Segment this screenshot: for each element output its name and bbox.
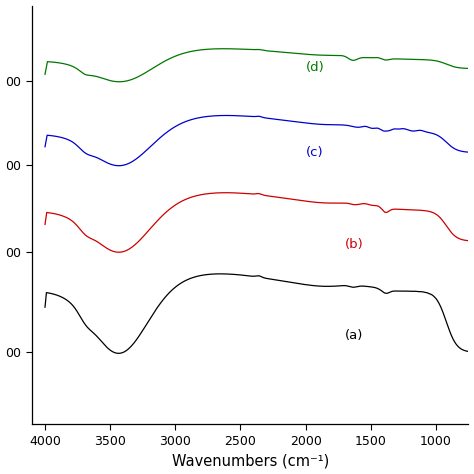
Text: (a): (a) xyxy=(345,329,363,342)
Text: (b): (b) xyxy=(345,238,364,251)
Text: (c): (c) xyxy=(306,146,323,159)
X-axis label: Wavenumbers (cm⁻¹): Wavenumbers (cm⁻¹) xyxy=(172,454,329,468)
Text: (d): (d) xyxy=(306,61,324,74)
